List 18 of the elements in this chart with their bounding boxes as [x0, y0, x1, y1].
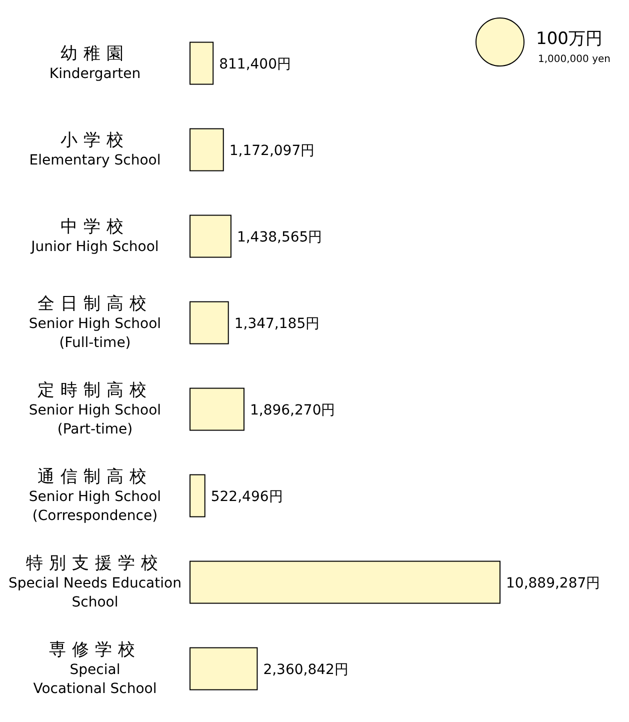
data-label: 1,438,565円	[236, 229, 322, 246]
y-tick-label: 通信制高校 Senior High School (Correspondence)	[28, 466, 162, 524]
data-label: 2,360,842円	[263, 662, 348, 678]
text: 100万円	[536, 29, 602, 49]
y-tick-label: 定時制高校 Senior High School (Part-time)	[28, 380, 162, 438]
data-label: 1,896,270円	[250, 402, 336, 418]
y-tick-label: 中学校 Junior High School	[30, 216, 159, 255]
y-tick-label: 幼稚園 Kindergarten	[49, 44, 141, 82]
data-label: 1,347,185円	[234, 316, 320, 332]
text: 1,000,000 yen	[538, 54, 610, 65]
data-label: 10,889,287円	[506, 575, 600, 592]
data-label: 522,496円	[210, 488, 283, 505]
y-tick-label: 全日制高校 Senior High School (Full-time)	[28, 294, 162, 351]
y-tick-label: 専修学校 Special Vocational School	[33, 640, 157, 697]
y-tick-label: 特別支援学校 Special Needs Education School	[8, 553, 182, 610]
y-tick-label: 小学校 Elementary School	[29, 130, 161, 168]
data-label: 1,172,097円	[229, 142, 315, 159]
data-label: 811,400円	[219, 56, 292, 72]
